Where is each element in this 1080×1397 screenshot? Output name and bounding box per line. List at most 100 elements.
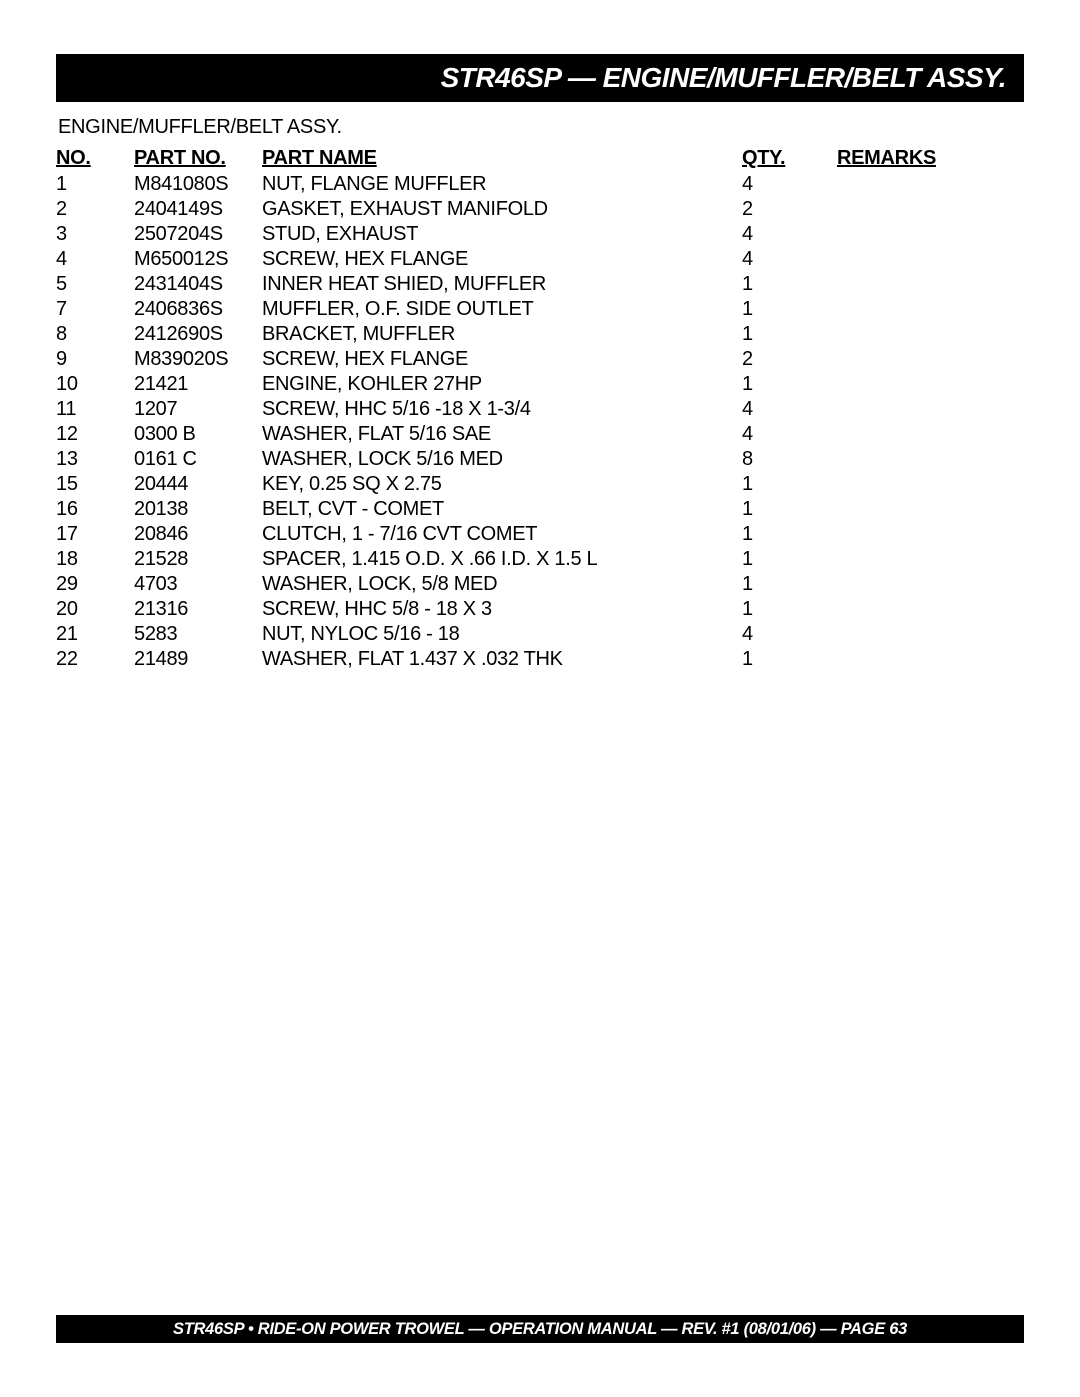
cell-remarks: [837, 272, 1024, 297]
cell-qty: 4: [742, 422, 837, 447]
cell-name: BRACKET, MUFFLER: [262, 322, 742, 347]
cell-remarks: [837, 547, 1024, 572]
cell-no: 3: [56, 222, 134, 247]
cell-name: GASKET, EXHAUST MANIFOLD: [262, 197, 742, 222]
cell-qty: 4: [742, 622, 837, 647]
cell-partno: M841080S: [134, 172, 262, 197]
table-row: 1520444KEY, 0.25 SQ X 2.751: [56, 472, 1024, 497]
table-row: 2221489WASHER, FLAT 1.437 X .032 THK1: [56, 647, 1024, 672]
cell-no: 12: [56, 422, 134, 447]
table-row: 52431404SINNER HEAT SHIED, MUFFLER1: [56, 272, 1024, 297]
cell-partno: 0161 C: [134, 447, 262, 472]
cell-name: WASHER, FLAT 1.437 X .032 THK: [262, 647, 742, 672]
footer-bar: STR46SP • RIDE-ON POWER TROWEL — OPERATI…: [56, 1315, 1024, 1343]
cell-name: INNER HEAT SHIED, MUFFLER: [262, 272, 742, 297]
col-header-no: NO.: [56, 147, 134, 172]
col-header-remarks: REMARKS: [837, 147, 1024, 172]
cell-qty: 1: [742, 372, 837, 397]
cell-remarks: [837, 222, 1024, 247]
cell-qty: 4: [742, 247, 837, 272]
cell-no: 29: [56, 572, 134, 597]
table-header-row: NO. PART NO. PART NAME QTY. REMARKS: [56, 147, 1024, 172]
cell-remarks: [837, 447, 1024, 472]
cell-name: SCREW, HEX FLANGE: [262, 347, 742, 372]
cell-partno: M839020S: [134, 347, 262, 372]
cell-partno: 21489: [134, 647, 262, 672]
cell-name: SCREW, HHC 5/16 -18 X 1-3/4: [262, 397, 742, 422]
table-row: 215283NUT, NYLOC 5/16 - 184: [56, 622, 1024, 647]
cell-no: 7: [56, 297, 134, 322]
cell-qty: 1: [742, 647, 837, 672]
cell-remarks: [837, 247, 1024, 272]
cell-partno: 2507204S: [134, 222, 262, 247]
cell-qty: 1: [742, 272, 837, 297]
page-title: STR46SP — ENGINE/MUFFLER/BELT ASSY.: [441, 62, 1006, 94]
table-row: 130161 CWASHER, LOCK 5/16 MED8: [56, 447, 1024, 472]
cell-partno: 4703: [134, 572, 262, 597]
cell-qty: 1: [742, 297, 837, 322]
cell-remarks: [837, 422, 1024, 447]
cell-no: 4: [56, 247, 134, 272]
cell-name: SCREW, HEX FLANGE: [262, 247, 742, 272]
cell-remarks: [837, 297, 1024, 322]
cell-qty: 8: [742, 447, 837, 472]
table-row: 2021316SCREW, HHC 5/8 - 18 X 31: [56, 597, 1024, 622]
cell-remarks: [837, 397, 1024, 422]
parts-table-body: 1M841080SNUT, FLANGE MUFFLER422404149SGA…: [56, 172, 1024, 672]
table-row: 22404149SGASKET, EXHAUST MANIFOLD2: [56, 197, 1024, 222]
cell-no: 17: [56, 522, 134, 547]
cell-qty: 1: [742, 597, 837, 622]
footer-text: STR46SP • RIDE-ON POWER TROWEL — OPERATI…: [173, 1320, 907, 1339]
table-row: 120300 BWASHER, FLAT 5/16 SAE4: [56, 422, 1024, 447]
cell-remarks: [837, 372, 1024, 397]
cell-qty: 2: [742, 197, 837, 222]
cell-no: 22: [56, 647, 134, 672]
table-row: 72406836SMUFFLER, O.F. SIDE OUTLET1: [56, 297, 1024, 322]
cell-partno: M650012S: [134, 247, 262, 272]
cell-remarks: [837, 472, 1024, 497]
cell-partno: 1207: [134, 397, 262, 422]
table-row: 1720846CLUTCH, 1 - 7/16 CVT COMET1: [56, 522, 1024, 547]
cell-partno: 20846: [134, 522, 262, 547]
title-bar: STR46SP — ENGINE/MUFFLER/BELT ASSY.: [56, 54, 1024, 102]
cell-qty: 1: [742, 522, 837, 547]
cell-partno: 20444: [134, 472, 262, 497]
cell-qty: 1: [742, 322, 837, 347]
cell-qty: 1: [742, 572, 837, 597]
table-row: 32507204SSTUD, EXHAUST4: [56, 222, 1024, 247]
section-subtitle: ENGINE/MUFFLER/BELT ASSY.: [58, 116, 1024, 139]
cell-qty: 1: [742, 497, 837, 522]
cell-partno: 21421: [134, 372, 262, 397]
table-row: 9M839020SSCREW, HEX FLANGE2: [56, 347, 1024, 372]
cell-qty: 1: [742, 547, 837, 572]
cell-remarks: [837, 622, 1024, 647]
cell-no: 18: [56, 547, 134, 572]
table-row: 1021421ENGINE, KOHLER 27HP1: [56, 372, 1024, 397]
cell-qty: 2: [742, 347, 837, 372]
cell-name: CLUTCH, 1 - 7/16 CVT COMET: [262, 522, 742, 547]
cell-name: MUFFLER, O.F. SIDE OUTLET: [262, 297, 742, 322]
cell-remarks: [837, 572, 1024, 597]
cell-remarks: [837, 197, 1024, 222]
cell-no: 10: [56, 372, 134, 397]
cell-name: NUT, NYLOC 5/16 - 18: [262, 622, 742, 647]
cell-partno: 2431404S: [134, 272, 262, 297]
cell-remarks: [837, 172, 1024, 197]
cell-name: KEY, 0.25 SQ X 2.75: [262, 472, 742, 497]
table-row: 1M841080SNUT, FLANGE MUFFLER4: [56, 172, 1024, 197]
cell-no: 1: [56, 172, 134, 197]
cell-no: 2: [56, 197, 134, 222]
cell-partno: 21316: [134, 597, 262, 622]
cell-name: WASHER, LOCK, 5/8 MED: [262, 572, 742, 597]
cell-remarks: [837, 647, 1024, 672]
cell-no: 8: [56, 322, 134, 347]
cell-partno: 2404149S: [134, 197, 262, 222]
col-header-partno: PART NO.: [134, 147, 262, 172]
cell-partno: 2406836S: [134, 297, 262, 322]
cell-no: 11: [56, 397, 134, 422]
cell-no: 21: [56, 622, 134, 647]
cell-name: WASHER, LOCK 5/16 MED: [262, 447, 742, 472]
cell-remarks: [837, 347, 1024, 372]
cell-partno: 0300 B: [134, 422, 262, 447]
cell-name: NUT, FLANGE MUFFLER: [262, 172, 742, 197]
